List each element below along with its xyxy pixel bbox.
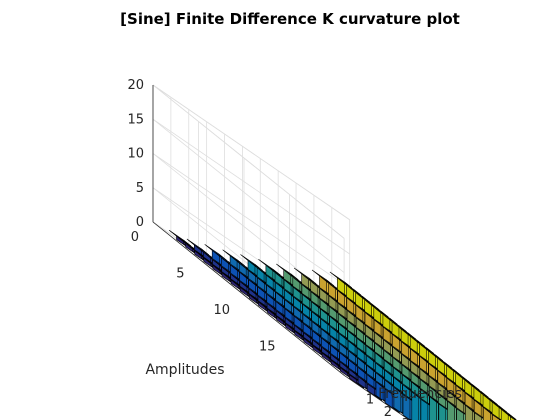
x-axis-label: Frequencies [378, 386, 462, 402]
y-tick-label: 0 [131, 230, 139, 245]
z-tick-label: 10 [127, 147, 144, 162]
y-axis-line [152, 221, 345, 376]
chart-title: [Sine] Finite Difference K curvature plo… [120, 10, 460, 28]
bar-top-face [484, 408, 502, 420]
x-tick-label: 1 [366, 393, 374, 408]
z-tick-label: 20 [127, 78, 144, 93]
y-axis-label: Amplitudes [145, 362, 224, 378]
z-tick-label: 15 [127, 112, 144, 127]
x-tick-label: 2 [384, 405, 392, 420]
grid-line [152, 118, 350, 255]
bars-layer [168, 230, 517, 420]
bar-top-face [502, 410, 517, 420]
y-tick-label: 5 [176, 267, 184, 282]
x-axis-line [343, 374, 411, 420]
bar-top-face [466, 406, 487, 420]
z-tick-label: 0 [136, 215, 144, 230]
box-edge [152, 84, 345, 239]
y-tick-label: 10 [213, 303, 230, 318]
grid-line [152, 153, 350, 289]
x-tick-label: 3 [402, 417, 410, 420]
y-tick-label: 15 [259, 340, 276, 355]
ticks-layer: 0510152005101512345678910 [127, 78, 410, 420]
z-tick-label: 5 [136, 181, 144, 196]
box-edge [152, 84, 350, 221]
bar [502, 410, 517, 420]
grid-line [152, 118, 345, 273]
